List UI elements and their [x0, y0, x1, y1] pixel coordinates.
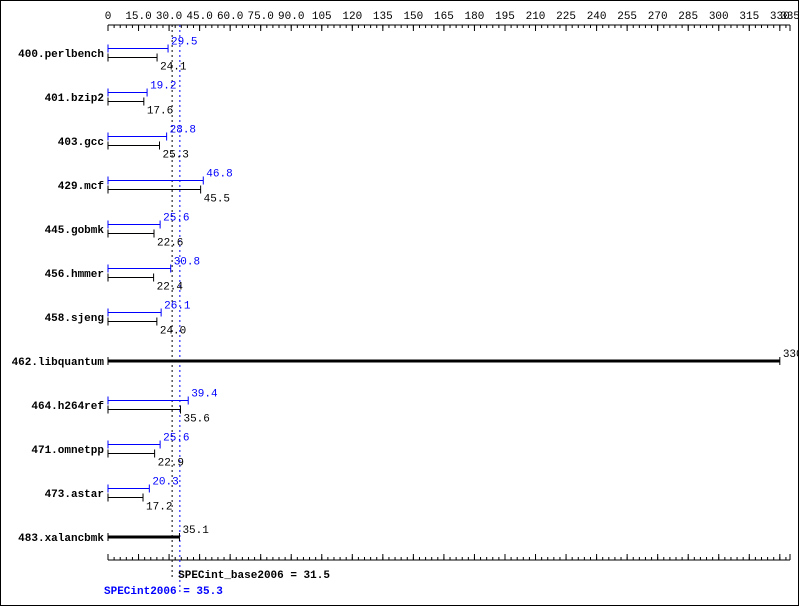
value-label: 25.6	[163, 213, 189, 225]
x-tick-label: 300	[709, 11, 729, 23]
x-tick-label: 210	[526, 11, 546, 23]
summary-peak: SPECint2006 = 35.3	[104, 586, 223, 598]
spec-chart: 0 15.0 30.0 45.0 60.0 75.0 90.0 105 120 135 150 165…	[0, 0, 799, 606]
value-label: 17.2	[146, 502, 172, 514]
value-label: 29.5	[171, 37, 197, 49]
x-tick-label: 285	[678, 11, 698, 23]
value-label: 22.6	[157, 238, 183, 250]
value-label: 26.1	[164, 301, 191, 313]
x-tick-label: 0	[105, 11, 112, 23]
x-tick-label: 60.0	[217, 11, 243, 23]
x-tick-label: 180	[465, 11, 485, 23]
value-label: 35.6	[183, 414, 209, 426]
x-tick-label: 135	[373, 11, 393, 23]
summary-base: SPECint_base2006 = 31.5	[178, 570, 330, 582]
x-tick-label: 255	[617, 11, 637, 23]
x-tick-label: 335	[780, 11, 799, 23]
value-label: 17.6	[147, 106, 173, 118]
x-tick-label: 105	[312, 11, 332, 23]
value-label: 25.3	[163, 150, 189, 162]
x-tick-label: 270	[648, 11, 668, 23]
benchmark-label: 464.h264ref	[31, 401, 104, 413]
chart-border	[1, 1, 799, 606]
benchmark-label: 445.gobmk	[45, 225, 105, 237]
value-label: 46.8	[206, 169, 232, 181]
x-tick-label: 165	[434, 11, 454, 23]
x-tick-label: 120	[342, 11, 362, 23]
benchmark-label: 400.perlbench	[18, 49, 104, 61]
value-label: 19.2	[150, 81, 176, 93]
benchmark-label: 403.gcc	[58, 137, 104, 149]
value-label: 39.4	[191, 389, 218, 401]
x-tick-label: 150	[403, 11, 423, 23]
x-tick-label: 225	[556, 11, 576, 23]
value-label: 20.3	[152, 477, 178, 489]
benchmark-label: 458.sjeng	[45, 313, 104, 325]
benchmark-label: 473.astar	[45, 489, 104, 501]
value-label: 25.6	[163, 433, 189, 445]
value-label: 22.4	[157, 282, 184, 294]
benchmark-label: 483.xalancbmk	[18, 533, 104, 545]
x-tick-label: 90.0	[278, 11, 304, 23]
benchmark-label: 401.bzip2	[45, 93, 104, 105]
x-tick-label: 315	[739, 11, 759, 23]
x-tick-label: 195	[495, 11, 515, 23]
x-tick-label: 45.0	[186, 11, 212, 23]
value-label: 30.8	[174, 257, 200, 269]
value-label: 28.8	[170, 125, 196, 137]
benchmark-label: 429.mcf	[58, 181, 105, 193]
x-tick-label: 15.0	[125, 11, 151, 23]
x-tick-label: 30.0	[156, 11, 182, 23]
value-label: 330	[783, 349, 799, 361]
benchmark-label: 456.hmmer	[45, 269, 104, 281]
x-tick-label: 240	[587, 11, 607, 23]
value-label: 45.5	[204, 194, 230, 206]
value-label: 35.1	[182, 525, 209, 537]
benchmark-label: 471.omnetpp	[31, 445, 104, 457]
benchmark-label: 462.libquantum	[12, 357, 105, 369]
value-label: 22.9	[158, 458, 184, 470]
x-tick-label: 75.0	[247, 11, 273, 23]
value-label: 24.0	[160, 326, 186, 338]
value-label: 24.1	[160, 62, 187, 74]
